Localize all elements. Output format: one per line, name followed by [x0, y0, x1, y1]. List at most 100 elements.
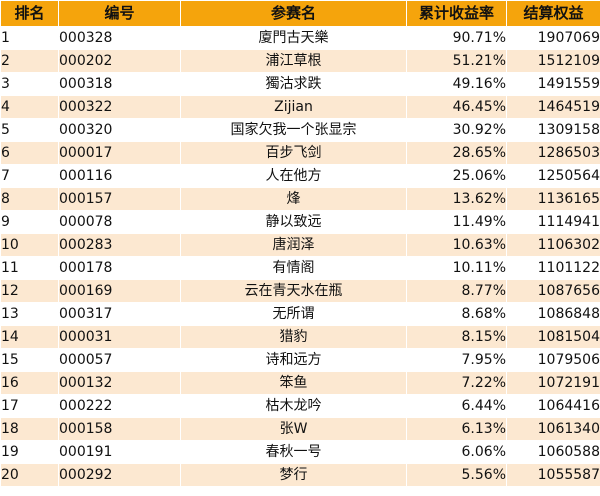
name-cell: 国家欠我一个张显宗 [180, 118, 407, 142]
return-rate-cell: 7.22% [406, 371, 507, 395]
equity-cell: 1106302 [506, 233, 600, 257]
id-cell: 000158 [58, 417, 181, 441]
name-cell: 春秋一号 [180, 440, 407, 464]
rank-cell: 15 [0, 348, 59, 372]
rank-cell: 18 [0, 417, 59, 441]
rank-cell: 3 [0, 72, 59, 96]
return-rate-cell: 8.77% [406, 279, 507, 303]
id-cell: 000320 [58, 118, 181, 142]
table-row: 2 000202 浦江草根 51.21% 1512109 [0, 49, 600, 73]
equity-cell: 1055587 [506, 463, 600, 487]
table-row: 13 000317 无所谓 8.68% 1086848 [0, 302, 600, 326]
equity-cell: 1086848 [506, 302, 600, 326]
id-cell: 000322 [58, 95, 181, 119]
return-rate-cell: 49.16% [406, 72, 507, 96]
table-row: 4 000322 Zijian 46.45% 1464519 [0, 95, 600, 119]
table-row: 1 000328 廈門古天樂 90.71% 1907069 [0, 26, 600, 50]
rank-cell: 6 [0, 141, 59, 165]
name-cell: 浦江草根 [180, 49, 407, 73]
equity-cell: 1250564 [506, 164, 600, 188]
return-rate-cell: 8.15% [406, 325, 507, 349]
table-row: 14 000031 猎豹 8.15% 1081504 [0, 325, 600, 349]
rank-cell: 13 [0, 302, 59, 326]
return-rate-cell: 51.21% [406, 49, 507, 73]
id-cell: 000078 [58, 210, 181, 234]
rank-cell: 16 [0, 371, 59, 395]
id-cell: 000031 [58, 325, 181, 349]
column-header-name: 参赛名 [180, 0, 407, 27]
id-cell: 000292 [58, 463, 181, 487]
table-row: 12 000169 云在青天水在瓶 8.77% 1087656 [0, 279, 600, 303]
return-rate-cell: 5.56% [406, 463, 507, 487]
id-cell: 000317 [58, 302, 181, 326]
id-cell: 000222 [58, 394, 181, 418]
equity-cell: 1286503 [506, 141, 600, 165]
equity-cell: 1081504 [506, 325, 600, 349]
column-header-rate: 累计收益率 [406, 0, 507, 27]
equity-cell: 1114941 [506, 210, 600, 234]
rank-cell: 10 [0, 233, 59, 257]
id-cell: 000283 [58, 233, 181, 257]
column-header-equity: 结算权益 [506, 0, 600, 27]
table-row: 16 000132 笨鱼 7.22% 1072191 [0, 371, 600, 395]
column-header-rank: 排名 [0, 0, 59, 27]
return-rate-cell: 25.06% [406, 164, 507, 188]
id-cell: 000191 [58, 440, 181, 464]
equity-cell: 1907069 [506, 26, 600, 50]
id-cell: 000328 [58, 26, 181, 50]
equity-cell: 1101122 [506, 256, 600, 280]
return-rate-cell: 30.92% [406, 118, 507, 142]
rank-cell: 9 [0, 210, 59, 234]
equity-cell: 1512109 [506, 49, 600, 73]
rank-cell: 17 [0, 394, 59, 418]
id-cell: 000202 [58, 49, 181, 73]
name-cell: 有情阁 [180, 256, 407, 280]
rank-cell: 4 [0, 95, 59, 119]
id-cell: 000178 [58, 256, 181, 280]
rank-cell: 20 [0, 463, 59, 487]
name-cell: 梦行 [180, 463, 407, 487]
name-cell: 廈門古天樂 [180, 26, 407, 50]
equity-cell: 1136165 [506, 187, 600, 211]
table-row: 9 000078 静以致远 11.49% 1114941 [0, 210, 600, 234]
name-cell: 獨沽求跌 [180, 72, 407, 96]
name-cell: 诗和远方 [180, 348, 407, 372]
name-cell: 唐润泽 [180, 233, 407, 257]
equity-cell: 1064416 [506, 394, 600, 418]
table-row: 7 000116 人在他方 25.06% 1250564 [0, 164, 600, 188]
table-header: 排名 编号 参赛名 累计收益率 结算权益 [0, 0, 600, 27]
table-row: 20 000292 梦行 5.56% 1055587 [0, 463, 600, 487]
return-rate-cell: 6.44% [406, 394, 507, 418]
return-rate-cell: 11.49% [406, 210, 507, 234]
table-row: 15 000057 诗和远方 7.95% 1079506 [0, 348, 600, 372]
id-cell: 000318 [58, 72, 181, 96]
table-row: 6 000017 百步飞剑 28.65% 1286503 [0, 141, 600, 165]
return-rate-cell: 10.11% [406, 256, 507, 280]
equity-cell: 1309158 [506, 118, 600, 142]
return-rate-cell: 6.13% [406, 417, 507, 441]
return-rate-cell: 8.68% [406, 302, 507, 326]
return-rate-cell: 28.65% [406, 141, 507, 165]
return-rate-cell: 6.06% [406, 440, 507, 464]
name-cell: Zijian [180, 95, 407, 119]
equity-cell: 1087656 [506, 279, 600, 303]
rank-cell: 5 [0, 118, 59, 142]
name-cell: 百步飞剑 [180, 141, 407, 165]
rank-cell: 7 [0, 164, 59, 188]
equity-cell: 1072191 [506, 371, 600, 395]
name-cell: 云在青天水在瓶 [180, 279, 407, 303]
rank-cell: 19 [0, 440, 59, 464]
return-rate-cell: 10.63% [406, 233, 507, 257]
name-cell: 猎豹 [180, 325, 407, 349]
equity-cell: 1464519 [506, 95, 600, 119]
table-row: 10 000283 唐润泽 10.63% 1106302 [0, 233, 600, 257]
rank-cell: 1 [0, 26, 59, 50]
equity-cell: 1079506 [506, 348, 600, 372]
name-cell: 静以致远 [180, 210, 407, 234]
header-row: 排名 编号 参赛名 累计收益率 结算权益 [0, 0, 600, 27]
table-row: 8 000157 烽 13.62% 1136165 [0, 187, 600, 211]
return-rate-cell: 90.71% [406, 26, 507, 50]
return-rate-cell: 7.95% [406, 348, 507, 372]
id-cell: 000057 [58, 348, 181, 372]
